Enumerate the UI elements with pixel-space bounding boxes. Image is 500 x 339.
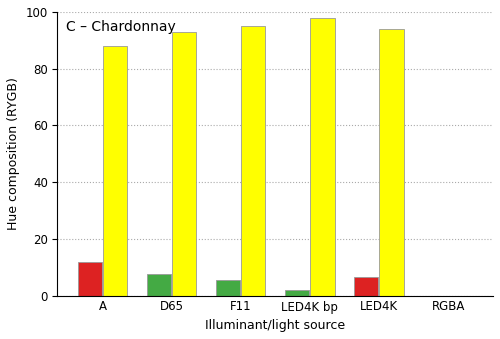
Y-axis label: Hue composition (RYGB): Hue composition (RYGB) — [7, 77, 20, 230]
Text: C – Chardonnay: C – Chardonnay — [66, 20, 176, 35]
X-axis label: Illuminant/light source: Illuminant/light source — [205, 319, 346, 332]
Bar — [285, 290, 310, 296]
Bar — [310, 18, 334, 296]
Bar — [241, 26, 266, 296]
Bar — [78, 262, 102, 296]
Bar — [172, 32, 196, 296]
Bar — [354, 277, 378, 296]
Bar — [380, 29, 404, 296]
Bar — [147, 274, 171, 296]
Bar — [216, 280, 240, 296]
Bar — [103, 46, 127, 296]
